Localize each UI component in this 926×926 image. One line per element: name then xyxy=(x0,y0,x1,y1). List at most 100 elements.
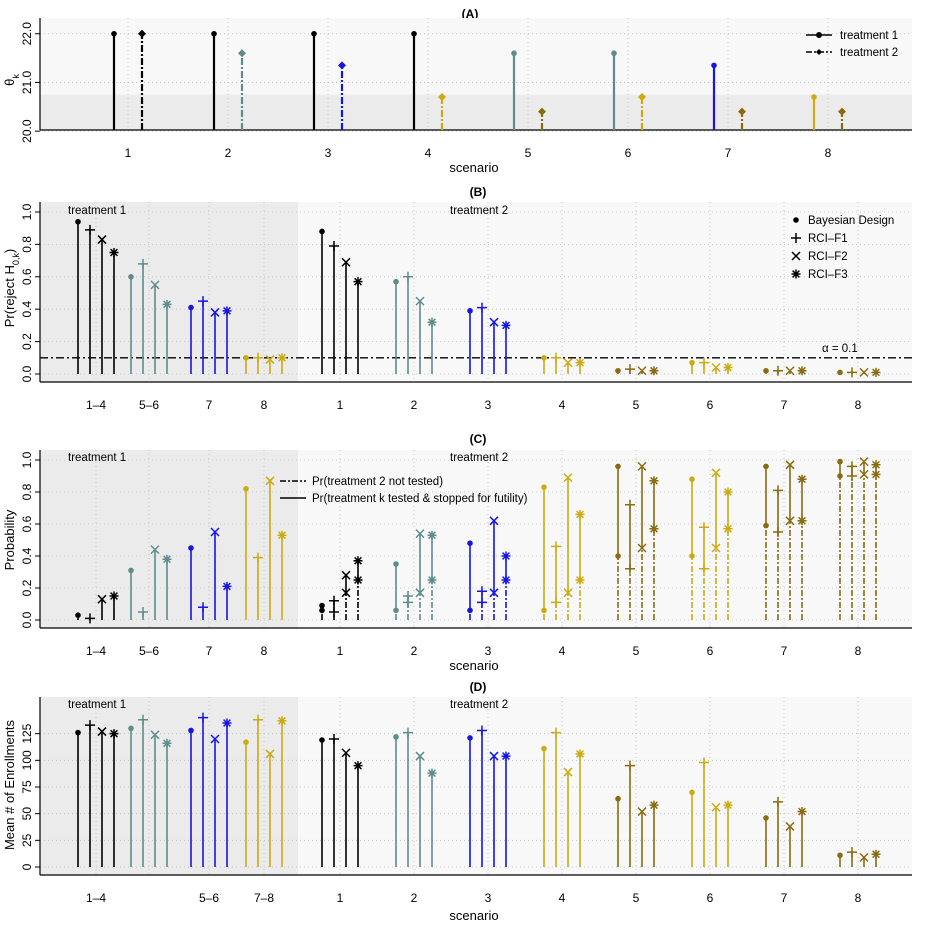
not-tested-point-dot xyxy=(467,607,473,614)
design-point-dot xyxy=(689,476,695,483)
not-tested-point-star xyxy=(649,524,659,534)
panel-d-xtick-label: 3 xyxy=(485,891,492,905)
panel-b-xtick-label: 7 xyxy=(206,398,213,412)
design-point-star xyxy=(649,476,659,486)
panel-a-legend: treatment 1 treatment 2 xyxy=(806,30,898,59)
design-point-dot xyxy=(188,727,194,734)
panel-c-xtick-label: 6 xyxy=(707,644,714,658)
design-point-dot xyxy=(319,602,325,609)
design-point-plus xyxy=(85,613,95,624)
design-point-star xyxy=(723,800,733,810)
not-tested-point-cross xyxy=(637,543,647,553)
panel-d-treatment-2-label: treatment 2 xyxy=(450,699,508,711)
design-point-plus xyxy=(253,552,263,563)
design-point-cross xyxy=(210,527,220,537)
not-tested-point-cross xyxy=(711,543,721,553)
design-point-dot xyxy=(319,737,325,743)
not-tested-point-plus xyxy=(773,527,783,537)
design-point-star xyxy=(109,248,119,257)
panel-b-xtick-label: 8 xyxy=(261,398,268,412)
design-point-star xyxy=(575,749,585,759)
legend-design-1-label: Bayesian Design xyxy=(808,215,894,227)
alpha-label: α = 0.1 xyxy=(822,343,858,355)
design-point-star xyxy=(222,581,232,591)
design-point-plus xyxy=(477,586,487,597)
panel-b-treatment-1-label: treatment 1 xyxy=(68,205,126,217)
design-point-plus xyxy=(477,302,487,313)
design-point-cross xyxy=(859,852,869,862)
panel-a-xtick-label: 1 xyxy=(125,146,132,160)
not-tested-point-star xyxy=(797,516,807,526)
design-point-dot xyxy=(319,228,325,235)
panel-d-xtick-label: 6 xyxy=(707,891,714,905)
panel-c-xtick-label: 8 xyxy=(855,644,862,658)
legend-not-tested-label: Pr(treatment 2 not tested) xyxy=(312,476,443,488)
panel-a-xtick-label: 5 xyxy=(525,146,532,160)
treatment-1-point-dot xyxy=(311,30,317,37)
panel-d-treatment-1-label: treatment 1 xyxy=(68,699,126,711)
design-point-cross xyxy=(489,516,499,526)
panel-d-xlabel: scenario xyxy=(449,908,498,923)
not-tested-point-plus xyxy=(625,563,635,574)
design-point-plus xyxy=(138,258,148,269)
legend-treatment-2-label: treatment 2 xyxy=(840,47,898,59)
panel-a-xtick-label: 8 xyxy=(825,146,832,160)
design-point-cross xyxy=(265,354,275,364)
design-point-star xyxy=(277,716,287,726)
design-point-dot xyxy=(393,278,399,285)
treatment-1-point-dot xyxy=(111,30,117,37)
panel-b-xtick-label: 6 xyxy=(707,398,714,412)
design-point-cross xyxy=(265,749,275,759)
design-point-plus xyxy=(625,760,635,771)
panel-c-ytick-label: 0.8 xyxy=(20,483,34,500)
panel-c-plot-area: 0.0 0.2 0.4 0.6 0.8 1.0 1–4 5–6 7 8 1 2 3 4 5 6 7 8 xyxy=(20,450,912,658)
panel-b-xtick-label: 5–6 xyxy=(139,398,159,412)
design-point-dot xyxy=(615,367,621,374)
design-point-plus xyxy=(329,595,339,606)
design-point-plus xyxy=(551,541,561,552)
not-tested-point-star xyxy=(871,469,881,479)
panel-c-xtick-label: 7 xyxy=(206,644,213,658)
treatment-2-point-diamond xyxy=(638,93,646,102)
panel-d-xtick-label: 4 xyxy=(559,891,566,905)
design-point-dot xyxy=(467,540,473,546)
not-tested-point-dot xyxy=(837,473,843,479)
panel-b-treatment-2-label: treatment 2 xyxy=(450,205,508,217)
design-point-plus xyxy=(551,727,561,738)
panel-b-xtick-label: 5 xyxy=(633,398,640,412)
design-point-dot xyxy=(393,561,399,567)
panel-c-xtick-label: 4 xyxy=(559,644,566,658)
panel-c-treatment-2-label: treatment 2 xyxy=(450,452,508,464)
design-point-star xyxy=(797,807,807,817)
design-point-dot xyxy=(689,789,695,796)
not-tested-point-plus xyxy=(847,471,857,481)
panel-b-xtick-label: 1 xyxy=(337,398,344,412)
design-point-plus xyxy=(773,485,783,496)
panel-c-xlabel: scenario xyxy=(449,658,498,673)
design-point-cross xyxy=(637,807,647,817)
design-point-dot xyxy=(763,367,769,374)
not-tested-point-plus xyxy=(699,563,709,574)
design-point-cross xyxy=(150,545,160,555)
design-point-plus xyxy=(773,365,783,376)
design-point-star xyxy=(871,460,881,470)
not-tested-point-dot xyxy=(319,607,325,614)
legend-design-3-label: RCI–F2 xyxy=(808,251,848,263)
not-tested-point-cross xyxy=(341,588,351,598)
treatment-2-point-diamond xyxy=(738,107,746,116)
not-tested-point-star xyxy=(353,575,363,585)
design-point-star xyxy=(109,729,119,739)
design-point-star xyxy=(109,591,119,601)
design-point-star xyxy=(353,277,363,287)
panel-d-xtick-label: 8 xyxy=(855,891,862,905)
panel-b-treatment-1-band xyxy=(40,202,298,382)
design-point-plus xyxy=(625,499,635,510)
panel-c-xtick-label: 1 xyxy=(337,644,344,658)
treatment-2-point-diamond xyxy=(238,49,246,58)
design-point-dot xyxy=(837,852,843,859)
not-tested-point-plus xyxy=(551,597,561,608)
panel-d-ytick-label: 50 xyxy=(20,807,34,821)
panel-a-xtick-label: 4 xyxy=(425,146,432,160)
design-point-dot xyxy=(188,545,194,551)
